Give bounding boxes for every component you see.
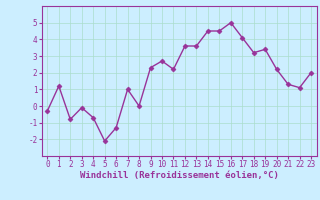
X-axis label: Windchill (Refroidissement éolien,°C): Windchill (Refroidissement éolien,°C) bbox=[80, 171, 279, 180]
